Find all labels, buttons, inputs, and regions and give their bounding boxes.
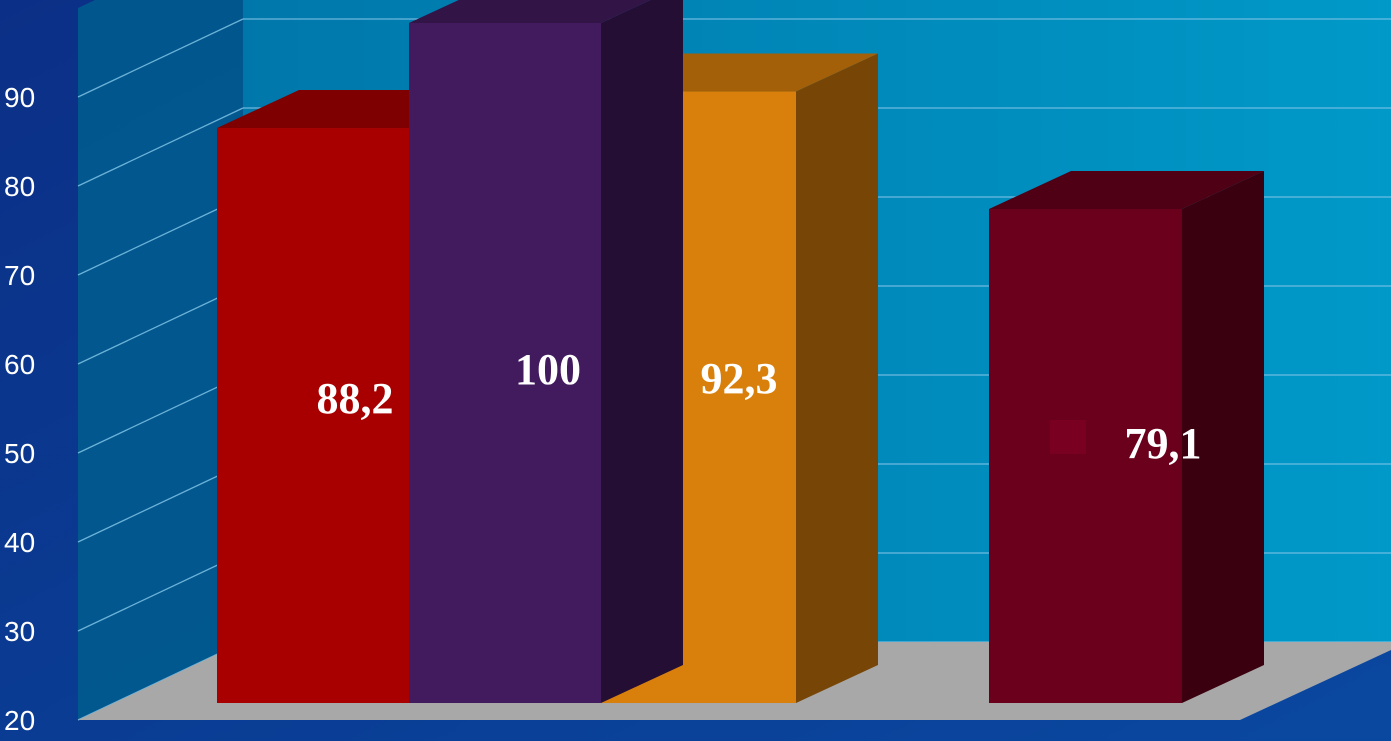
gridline-side xyxy=(77,552,244,632)
data-label-4: 79,1 xyxy=(1125,419,1202,468)
side-wall xyxy=(78,0,243,720)
bar-front-face xyxy=(989,209,1182,703)
bar-side-face xyxy=(1182,171,1264,703)
gridline-side xyxy=(77,463,244,543)
gridline-side xyxy=(77,196,244,276)
gridline-side xyxy=(77,285,244,365)
bar-2 xyxy=(409,0,683,703)
gridline-side xyxy=(77,374,244,454)
y-tick-label: 30 xyxy=(4,616,35,647)
data-label-2: 100 xyxy=(515,345,581,394)
bar-4 xyxy=(989,171,1264,703)
y-tick-label: 90 xyxy=(4,82,35,113)
y-tick-label: 80 xyxy=(4,171,35,202)
y-tick-label: 20 xyxy=(4,705,35,736)
y-tick-label: 60 xyxy=(4,349,35,380)
gridline-side xyxy=(77,107,244,187)
bar-top-face xyxy=(989,171,1264,210)
y-tick-label: 40 xyxy=(4,527,35,558)
bar-side-face xyxy=(796,53,878,703)
bar-front-face xyxy=(409,23,601,703)
bar-top-face xyxy=(409,0,651,23)
data-label-3: 92,3 xyxy=(701,354,778,403)
series-marker xyxy=(1050,420,1086,454)
gridline-side xyxy=(77,18,244,98)
y-tick-label: 50 xyxy=(4,438,35,469)
y-tick-label: 70 xyxy=(4,260,35,291)
data-label-1: 88,2 xyxy=(317,374,394,423)
bar-side-face xyxy=(601,0,683,703)
bar-front-face xyxy=(217,128,409,703)
